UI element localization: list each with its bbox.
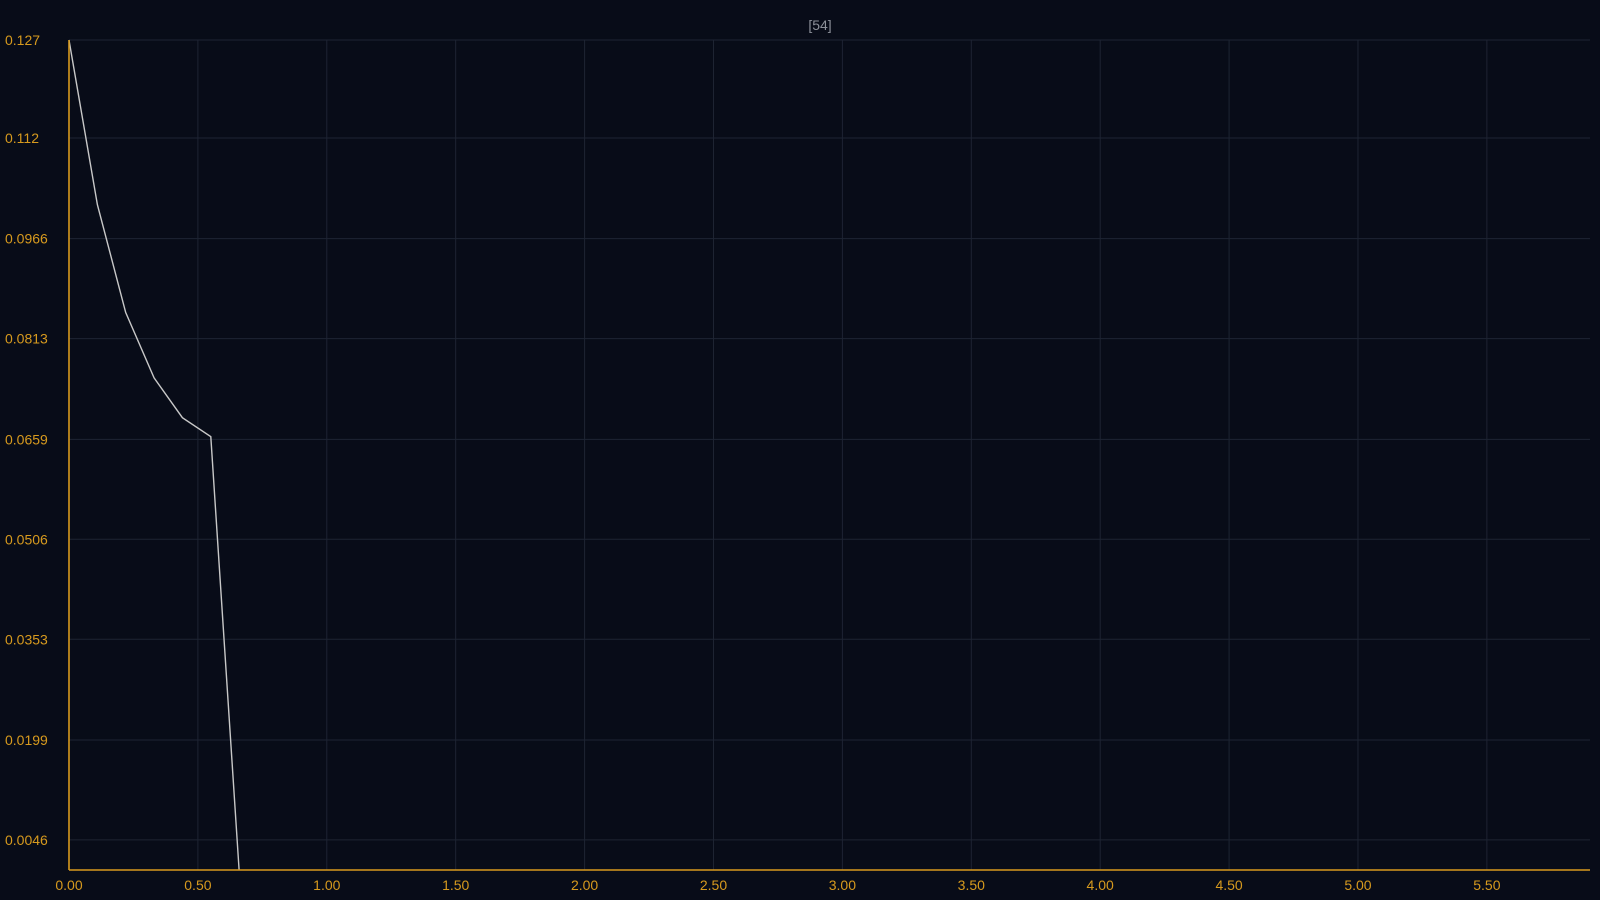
x-tick-label: 4.00	[1087, 877, 1114, 893]
series-layer	[68, 39, 240, 871]
x-tick-label: 0.00	[55, 877, 82, 893]
x-tick-label: 5.50	[1473, 877, 1500, 893]
y-tick-label: 0.0506	[5, 531, 48, 547]
y-tick-label: 0.0199	[5, 732, 48, 748]
y-tick-label: 0.0966	[5, 231, 48, 247]
x-tick-label: 2.50	[700, 877, 727, 893]
y-tick-label: 0.0046	[5, 832, 48, 848]
axes	[68, 40, 1590, 871]
x-tick-label: 2.00	[571, 877, 598, 893]
x-tick-label: 1.50	[442, 877, 469, 893]
y-tick-label: 0.0659	[5, 431, 48, 447]
y-tick-label: 0.0353	[5, 631, 48, 647]
x-tick-label: 4.50	[1215, 877, 1242, 893]
x-tick-label: 5.00	[1344, 877, 1371, 893]
y-tick-label: 0.112	[5, 130, 39, 146]
y-tick-label: 0.0813	[5, 331, 48, 347]
x-tick-label: 0.50	[184, 877, 211, 893]
chart-title: [54]	[808, 17, 831, 33]
grid-lines	[69, 39, 1590, 870]
series-line	[68, 39, 240, 871]
x-tick-label: 3.50	[958, 877, 985, 893]
x-tick-label: 3.00	[829, 877, 856, 893]
x-tick-label: 1.00	[313, 877, 340, 893]
y-tick-label: 0.127	[5, 32, 40, 48]
tick-labels: 0.00 0.50 1.00 1.50 2.00 2.50 3.00 3.50 4.00 4.50…	[5, 32, 1501, 893]
